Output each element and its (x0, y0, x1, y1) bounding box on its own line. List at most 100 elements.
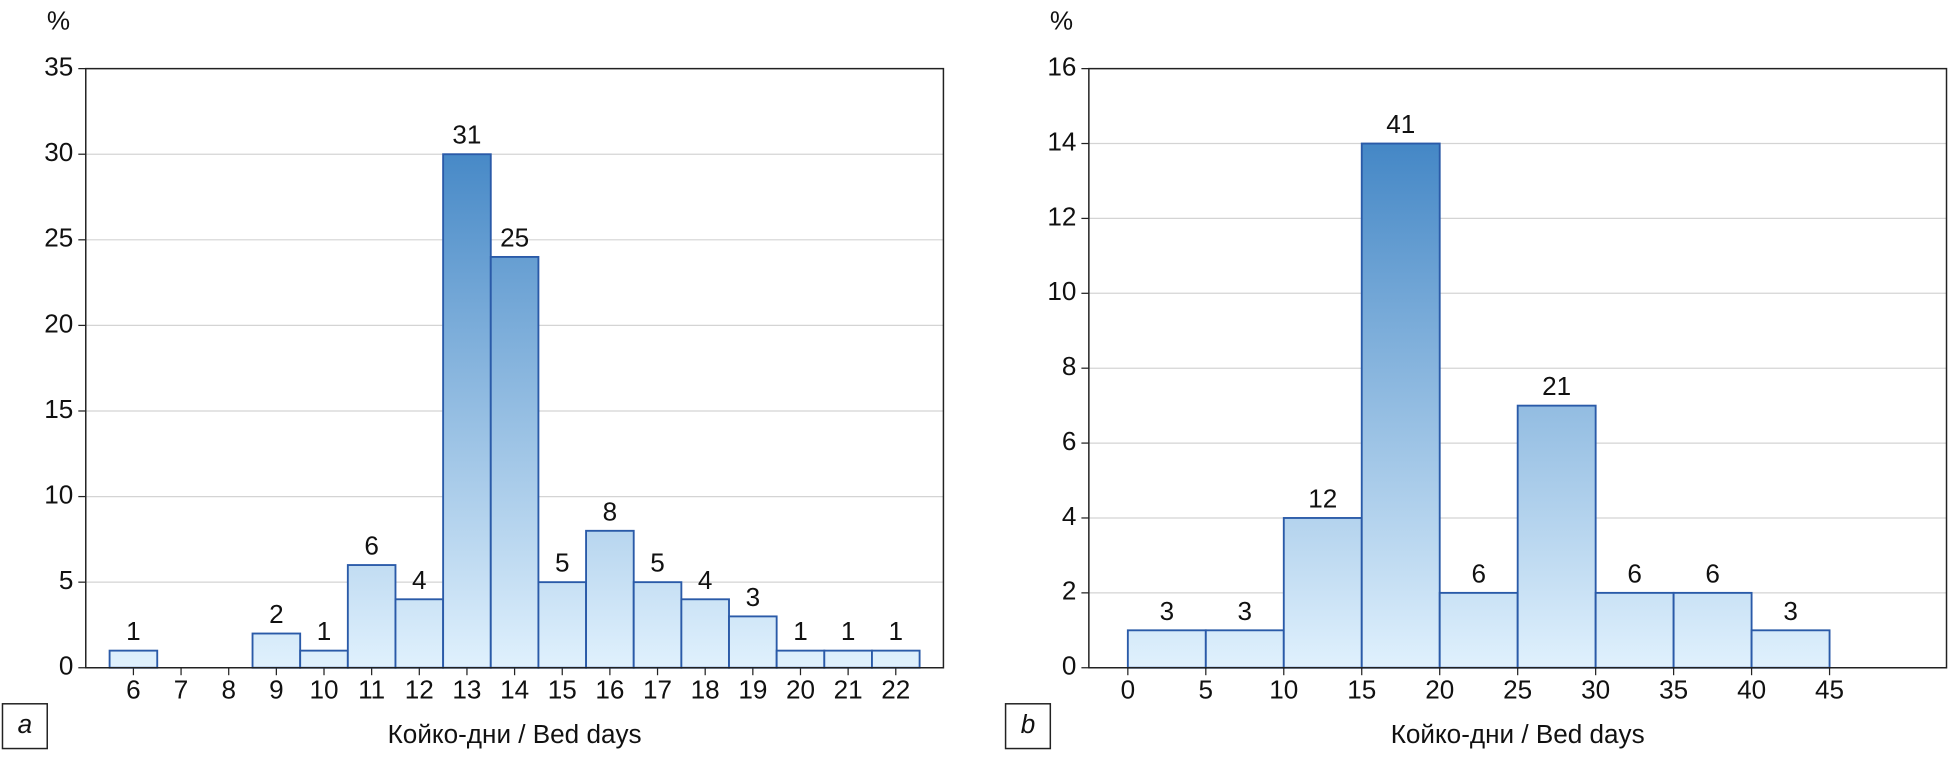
bar-label: 3 (1160, 596, 1175, 626)
y-tick-label: 14 (1047, 126, 1076, 156)
bar-label: 12 (1308, 483, 1337, 513)
x-tick-label: 15 (548, 674, 577, 704)
bar-label: 4 (412, 565, 427, 595)
bar (537, 581, 587, 669)
bar-label: 4 (698, 565, 713, 595)
x-tick-label: 0 (1121, 674, 1136, 704)
x-tick-label: 10 (1269, 674, 1298, 704)
y-tick-label: 16 (1047, 52, 1076, 82)
bar-label: 41 (1386, 109, 1415, 139)
bar (1438, 591, 1519, 669)
bar-label: 31 (452, 120, 481, 150)
bin (1750, 629, 1831, 669)
x-tick-label: 11 (358, 674, 385, 704)
panel-letter: a (18, 709, 33, 739)
bar (1360, 142, 1441, 669)
y-tick-label: 25 (44, 223, 73, 253)
x-tick-label: 17 (643, 674, 672, 704)
bar-label: 6 (1627, 558, 1642, 588)
bin (1282, 517, 1363, 669)
x-tick-label: 20 (786, 674, 815, 704)
bar-label: 6 (1705, 558, 1720, 588)
bar (632, 581, 683, 669)
bar-label: 3 (746, 582, 761, 612)
y-axis-label: % (47, 6, 70, 36)
bin (1204, 629, 1285, 669)
plot-frame (85, 67, 945, 669)
x-tick-label: 21 (834, 674, 863, 704)
x-tick-label: 16 (595, 674, 624, 704)
bar (108, 649, 159, 669)
bar (1516, 404, 1597, 669)
bar (251, 632, 302, 669)
x-tick-label: 20 (1425, 674, 1454, 704)
x-tick-label: 15 (1347, 674, 1376, 704)
x-tick-label: 9 (269, 674, 284, 704)
bar-label: 2 (269, 599, 284, 629)
x-tick-label: 5 (1199, 674, 1214, 704)
bar (1672, 591, 1753, 669)
x-tick-label: 18 (691, 674, 720, 704)
x-tick-label: 13 (452, 674, 481, 704)
bar-label: 21 (1542, 371, 1571, 401)
y-tick-label: 4 (1062, 501, 1077, 531)
bar-label: 1 (889, 616, 904, 646)
bar-label: 1 (841, 616, 856, 646)
bar (823, 649, 873, 669)
plot-frame (1088, 67, 1948, 669)
bar (585, 529, 635, 669)
y-tick-label: 6 (1062, 426, 1077, 456)
bar (1750, 629, 1831, 669)
x-tick-label: 14 (500, 674, 529, 704)
y-tick-label: 12 (1047, 201, 1076, 231)
bar (680, 598, 730, 669)
y-tick-label: 30 (44, 137, 73, 167)
y-tick-label: 20 (44, 308, 73, 338)
y-tick-label: 5 (59, 565, 74, 595)
y-tick-label: 10 (1047, 276, 1076, 306)
bar (871, 649, 921, 669)
y-tick-label: 35 (44, 52, 73, 82)
x-tick-label: 25 (1503, 674, 1532, 704)
bin (1360, 142, 1441, 669)
bar (394, 598, 445, 669)
bar-label: 8 (603, 496, 618, 526)
bar (489, 255, 540, 669)
bar (775, 649, 826, 669)
x-tick-label: 8 (221, 674, 236, 704)
y-tick-label: 8 (1062, 351, 1077, 381)
y-tick-label: 15 (44, 394, 73, 424)
bin (1672, 591, 1753, 669)
x-tick-label: 10 (309, 674, 338, 704)
panel-letter: b (1021, 709, 1036, 739)
x-tick-label: 45 (1815, 674, 1844, 704)
bin (1516, 404, 1597, 669)
x-tick-label: 30 (1581, 674, 1610, 704)
bar-label: 6 (1471, 558, 1486, 588)
bar (1204, 629, 1285, 669)
y-tick-label: 0 (59, 651, 74, 681)
bar-label: 25 (500, 222, 529, 252)
bar-label: 1 (317, 616, 332, 646)
bar-label: 1 (793, 616, 808, 646)
bar (1594, 591, 1675, 669)
bar-label: 6 (364, 531, 379, 561)
bar-label: 3 (1783, 596, 1798, 626)
x-tick-label: 22 (881, 674, 910, 704)
bar (442, 153, 492, 669)
bin (1126, 629, 1207, 669)
panel-box (1004, 703, 1052, 750)
x-tick-label: 19 (738, 674, 767, 704)
bar (1282, 517, 1363, 669)
bar-label: 3 (1238, 596, 1253, 626)
x-tick-label: 12 (405, 674, 434, 704)
bar (1126, 629, 1207, 669)
bar-label: 5 (555, 548, 570, 578)
y-axis-label: % (1050, 6, 1073, 36)
x-tick-label: 40 (1737, 674, 1766, 704)
bar-label: 1 (126, 616, 141, 646)
bar (346, 564, 397, 669)
x-tick-label: 7 (174, 674, 189, 704)
x-tick-label: 6 (126, 674, 141, 704)
